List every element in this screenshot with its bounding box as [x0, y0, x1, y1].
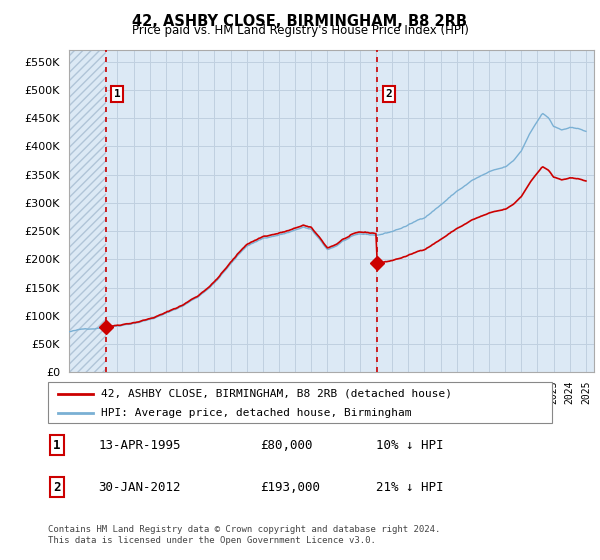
- Text: £80,000: £80,000: [260, 438, 312, 451]
- Bar: [69, 50, 106, 372]
- Text: £193,000: £193,000: [260, 481, 320, 494]
- Text: 2: 2: [385, 89, 392, 99]
- Text: 10% ↓ HPI: 10% ↓ HPI: [376, 438, 443, 451]
- Text: HPI: Average price, detached house, Birmingham: HPI: Average price, detached house, Birm…: [101, 408, 412, 418]
- Text: 30-JAN-2012: 30-JAN-2012: [98, 481, 181, 494]
- Text: 13-APR-1995: 13-APR-1995: [98, 438, 181, 451]
- Text: 2: 2: [53, 481, 61, 494]
- Text: 21% ↓ HPI: 21% ↓ HPI: [376, 481, 443, 494]
- Text: Contains HM Land Registry data © Crown copyright and database right 2024.
This d: Contains HM Land Registry data © Crown c…: [48, 525, 440, 545]
- FancyBboxPatch shape: [48, 382, 552, 423]
- Text: 1: 1: [114, 89, 121, 99]
- Text: 42, ASHBY CLOSE, BIRMINGHAM, B8 2RB: 42, ASHBY CLOSE, BIRMINGHAM, B8 2RB: [133, 14, 467, 29]
- Text: Price paid vs. HM Land Registry's House Price Index (HPI): Price paid vs. HM Land Registry's House …: [131, 24, 469, 37]
- Text: 42, ASHBY CLOSE, BIRMINGHAM, B8 2RB (detached house): 42, ASHBY CLOSE, BIRMINGHAM, B8 2RB (det…: [101, 389, 452, 399]
- Text: 1: 1: [53, 438, 61, 451]
